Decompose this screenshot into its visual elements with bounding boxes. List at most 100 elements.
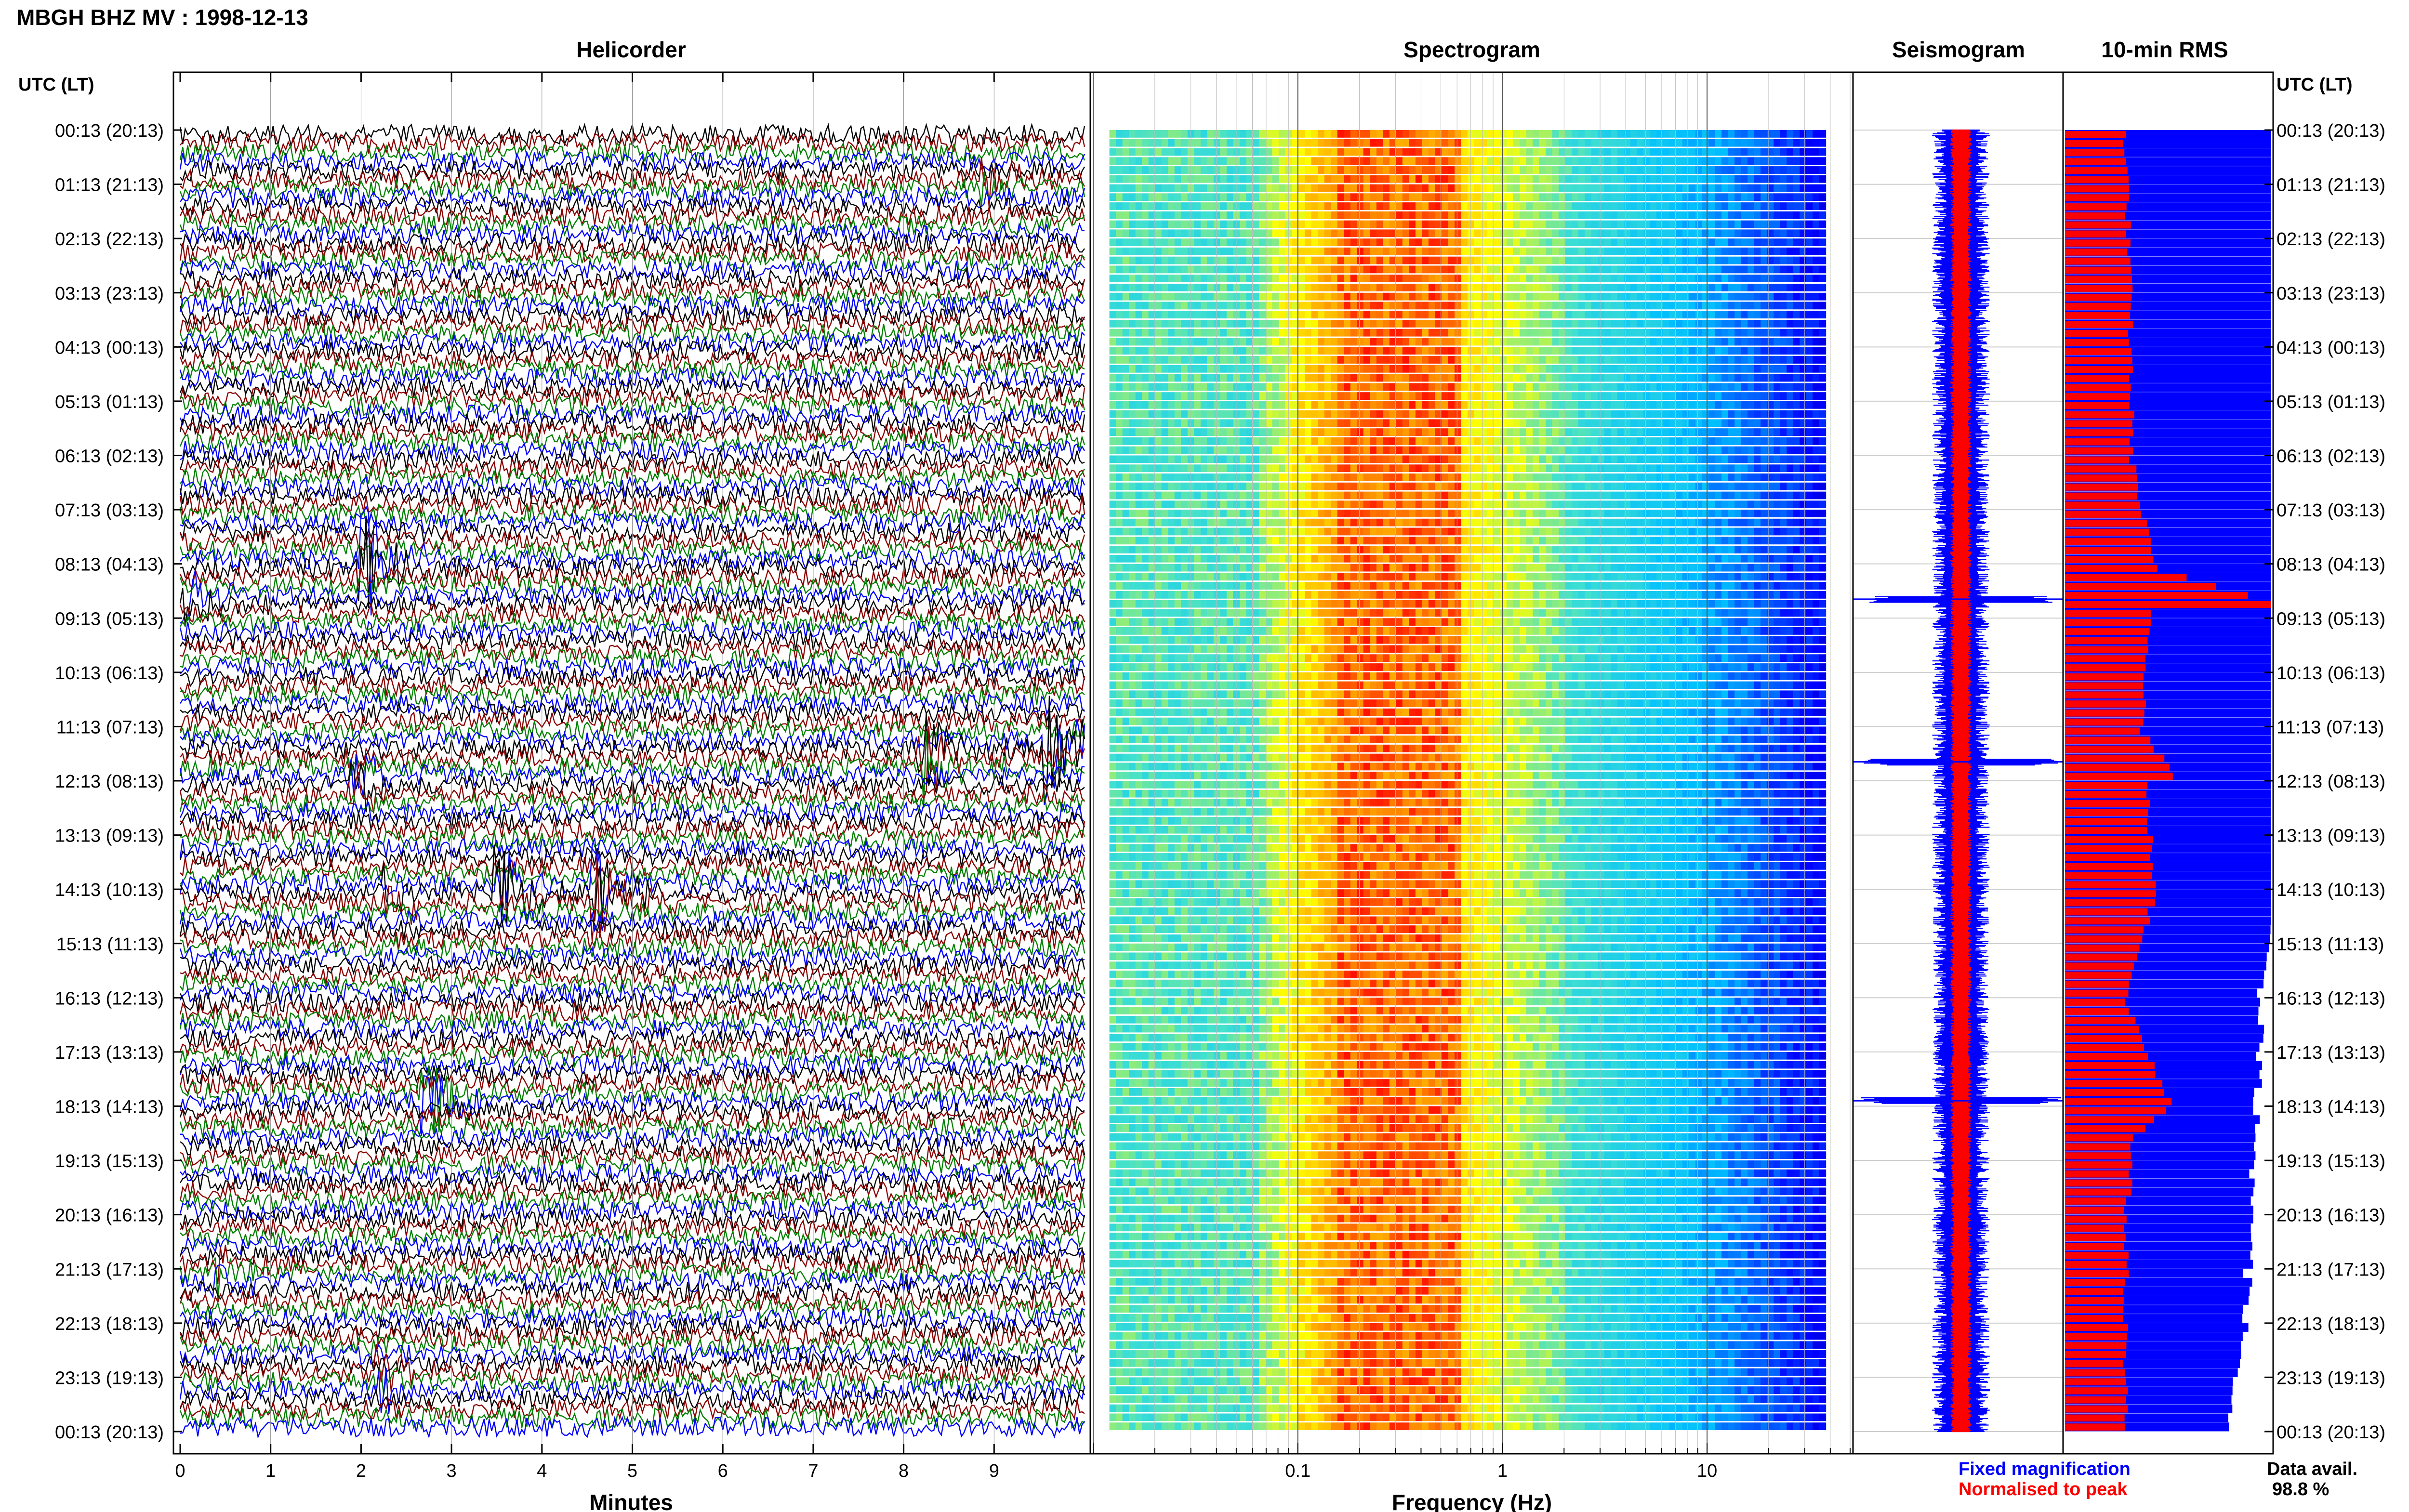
spectrogram-cell	[1194, 320, 1201, 328]
spectrogram-cell	[1559, 500, 1566, 509]
spectrogram-cell	[1200, 437, 1208, 445]
spectrogram-cell	[1318, 175, 1325, 183]
spectrogram-cell	[1357, 229, 1364, 237]
spectrogram-cell	[1689, 482, 1696, 490]
spectrogram-cell	[1220, 383, 1227, 391]
spectrogram-cell	[1148, 238, 1155, 246]
spectrogram-cell	[1494, 365, 1501, 373]
spectrogram-cell	[1611, 202, 1618, 210]
spectrogram-cell	[1292, 510, 1299, 517]
spectrogram-cell	[1174, 374, 1182, 382]
spectrogram-cell	[1155, 356, 1162, 364]
spectrogram-cell	[1721, 356, 1729, 364]
spectrogram-cell	[1689, 229, 1696, 237]
spectrogram-cell	[1650, 446, 1657, 454]
spectrogram-cell	[1305, 302, 1312, 310]
spectrogram-cell	[1461, 428, 1468, 436]
spectrogram-cell	[1298, 265, 1305, 274]
spectrogram-cell	[1598, 347, 1605, 355]
spectrogram-cell	[1448, 510, 1455, 517]
spectrogram-cell	[1721, 455, 1729, 463]
spectrogram-cell	[1129, 157, 1136, 165]
spectrogram-cell	[1520, 238, 1527, 246]
spectrogram-cell	[1585, 347, 1592, 355]
spectrogram-cell	[1350, 446, 1357, 454]
spectrogram-cell	[1813, 374, 1820, 382]
spectrogram-cell	[1591, 419, 1599, 427]
spectrogram-cell	[1363, 338, 1370, 346]
spectrogram-cell	[1207, 220, 1214, 228]
spectrogram-cell	[1305, 193, 1312, 201]
spectrogram-cell	[1415, 184, 1423, 192]
spectrogram-cell	[1226, 365, 1234, 373]
spectrogram-cell	[1663, 410, 1670, 418]
spectrogram-cell	[1350, 130, 1357, 138]
spectrogram-cell	[1734, 401, 1742, 409]
spectrogram-cell	[1422, 292, 1429, 301]
spectrogram-cell	[1402, 157, 1410, 165]
spectrogram-cell	[1702, 247, 1709, 255]
spectrogram-cell	[1109, 482, 1116, 490]
spectrogram-cell	[1585, 482, 1592, 490]
spectrogram-cell	[1122, 311, 1129, 319]
spectrogram-cell	[1526, 265, 1533, 274]
spectrogram-cell	[1533, 365, 1540, 373]
spectrogram-cell	[1565, 184, 1572, 192]
spectrogram-cell	[1682, 338, 1690, 346]
spectrogram-cell	[1428, 500, 1436, 509]
spectrogram-cell	[1526, 130, 1533, 138]
spectrogram-cell	[1513, 338, 1520, 346]
spectrogram-cell	[1213, 374, 1221, 382]
spectrogram-cell	[1233, 220, 1240, 228]
spectrogram-cell	[1604, 139, 1612, 147]
spectrogram-cell	[1591, 500, 1599, 509]
spectrogram-cell	[1630, 292, 1638, 301]
spectrogram-cell	[1122, 356, 1129, 364]
spectrogram-cell	[1793, 320, 1800, 328]
spectrogram-cell	[1637, 247, 1644, 255]
spectrogram-cell	[1337, 311, 1344, 319]
spectrogram-cell	[1357, 500, 1364, 509]
spectrogram-cell	[1213, 518, 1221, 526]
spectrogram-cell	[1174, 338, 1182, 346]
spectrogram-cell	[1656, 419, 1664, 427]
spectrogram-cell	[1292, 275, 1299, 282]
spectrogram-cell	[1207, 392, 1214, 400]
spectrogram-cell	[1246, 383, 1253, 391]
spectrogram-cell	[1168, 338, 1175, 346]
spectrogram-cell	[1279, 220, 1286, 228]
spectrogram-cell	[1715, 455, 1722, 463]
spectrogram-cell	[1774, 383, 1781, 391]
spectrogram-cell	[1376, 374, 1384, 382]
spectrogram-cell	[1220, 229, 1227, 237]
spectrogram-cell	[1767, 275, 1774, 282]
spectrogram-cell	[1161, 193, 1169, 201]
spectrogram-cell	[1155, 410, 1162, 418]
spectrogram-cell	[1624, 392, 1631, 400]
spectrogram-cell	[1760, 184, 1768, 192]
spectrogram-cell	[1637, 401, 1644, 409]
spectrogram-cell	[1292, 374, 1299, 382]
spectrogram-cell	[1318, 510, 1325, 517]
spectrogram-cell	[1174, 275, 1182, 282]
spectrogram-cell	[1624, 275, 1631, 282]
spectrogram-cell	[1350, 311, 1357, 319]
spectrogram-cell	[1239, 320, 1247, 328]
spectrogram-cell	[1813, 320, 1820, 328]
spectrogram-cell	[1494, 148, 1501, 156]
spectrogram-cell	[1481, 473, 1488, 481]
spectrogram-cell	[1819, 256, 1827, 264]
spectrogram-cell	[1663, 518, 1670, 526]
spectrogram-cell	[1708, 130, 1716, 138]
spectrogram-cell	[1780, 437, 1787, 445]
spectrogram-cell	[1630, 320, 1638, 328]
spectrogram-cell	[1774, 311, 1781, 319]
spectrogram-cell	[1233, 175, 1240, 183]
spectrogram-cell	[1370, 437, 1377, 445]
spectrogram-cell	[1539, 211, 1546, 219]
spectrogram-cell	[1292, 284, 1299, 291]
spectrogram-cell	[1350, 139, 1357, 147]
spectrogram-cell	[1448, 437, 1455, 445]
spectrogram-cell	[1142, 374, 1149, 382]
spectrogram-cell	[1656, 446, 1664, 454]
